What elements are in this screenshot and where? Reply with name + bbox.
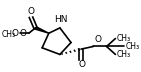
Text: O: O	[79, 60, 86, 69]
Text: CH₃: CH₃	[125, 42, 140, 51]
Text: CH₃: CH₃	[117, 50, 131, 59]
Text: O: O	[20, 29, 27, 38]
Text: O: O	[94, 35, 101, 44]
Text: O: O	[12, 29, 19, 38]
Text: CH₃: CH₃	[1, 30, 16, 39]
Text: CH₃: CH₃	[117, 34, 131, 43]
Text: HN: HN	[54, 15, 68, 24]
Text: O: O	[27, 7, 35, 16]
Polygon shape	[34, 27, 49, 33]
